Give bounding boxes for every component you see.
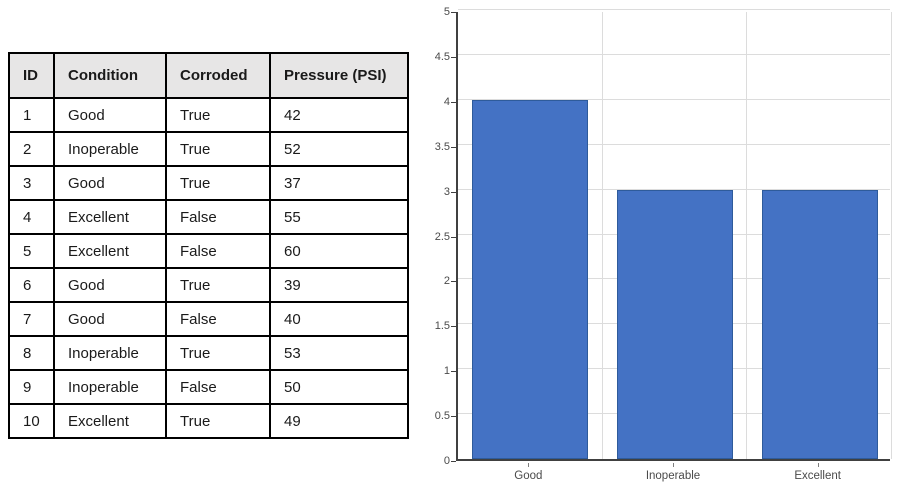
table-row: 9 Inoperable False 50 xyxy=(8,369,409,405)
table-cell: Excellent xyxy=(53,199,167,235)
table-cell: Good xyxy=(53,97,167,133)
table-cell: 42 xyxy=(269,97,409,133)
table-cell: 5 xyxy=(8,233,55,269)
table-cell: 8 xyxy=(8,335,55,371)
bar-good xyxy=(472,99,589,459)
table-cell: Inoperable xyxy=(53,131,167,167)
table-row: 2 Inoperable True 52 xyxy=(8,131,409,167)
table-cell: True xyxy=(165,267,271,303)
y-axis-tick-label: 1.5 xyxy=(434,320,450,333)
table-cell: 52 xyxy=(269,131,409,167)
table-row: 3 Good True 37 xyxy=(8,165,409,201)
y-axis-tick xyxy=(451,12,456,13)
table-header-row: ID Condition Corroded Pressure (PSI) xyxy=(8,52,409,99)
y-axis-tick xyxy=(451,146,456,148)
vertical-gridline xyxy=(746,12,748,459)
table-cell: 7 xyxy=(8,301,55,337)
y-axis-tick xyxy=(451,326,456,328)
table-cell: 37 xyxy=(269,165,409,201)
table-cell: True xyxy=(165,131,271,167)
table-cell: False xyxy=(165,233,271,269)
table-row: 4 Excellent False 55 xyxy=(8,199,409,235)
y-axis-tick xyxy=(451,281,456,283)
horizontal-gridline xyxy=(458,53,890,55)
x-axis-tick-label: Good xyxy=(514,470,543,482)
table-cell: 50 xyxy=(269,369,409,405)
table-cell: False xyxy=(165,369,271,405)
y-axis-tick-label: 0 xyxy=(443,455,450,467)
table-cell: Good xyxy=(53,165,167,201)
table-row: 5 Excellent False 60 xyxy=(8,233,409,269)
table-cell: 53 xyxy=(269,335,409,371)
chart-plot-area xyxy=(456,9,892,461)
y-axis-tick-label: 5 xyxy=(443,6,450,18)
table-cell: Good xyxy=(53,267,167,303)
table-cell: False xyxy=(165,199,271,235)
table-cell: 49 xyxy=(269,403,409,439)
table-row: 8 Inoperable True 53 xyxy=(8,335,409,371)
bar-inoperable xyxy=(617,189,733,459)
y-axis-tick-label: 0.5 xyxy=(434,410,450,423)
y-axis-tick-label: 2.5 xyxy=(434,230,450,243)
x-axis-tick-label: Inoperable xyxy=(645,470,701,482)
horizontal-gridline xyxy=(458,9,890,10)
table-cell: True xyxy=(165,97,271,133)
y-axis-tick-label: 4 xyxy=(443,95,450,108)
table-cell: 9 xyxy=(8,369,55,405)
table-header-cell: ID xyxy=(8,52,55,99)
table-cell: Inoperable xyxy=(53,335,167,371)
table-cell: Excellent xyxy=(53,403,167,439)
y-axis-tick xyxy=(451,56,456,58)
y-axis-tick xyxy=(451,416,456,418)
table-cell: True xyxy=(165,403,271,439)
y-axis-tick xyxy=(451,461,456,462)
table-cell: 6 xyxy=(8,267,55,303)
table-cell: 40 xyxy=(269,301,409,337)
y-axis-tick xyxy=(451,101,456,103)
table-cell: Inoperable xyxy=(53,369,167,405)
table-row: 1 Good True 42 xyxy=(8,97,409,133)
x-axis-tick xyxy=(528,463,530,467)
y-axis-tick-label: 1 xyxy=(443,365,450,378)
table-cell: 1 xyxy=(8,97,55,133)
vertical-gridline xyxy=(601,12,603,459)
horizontal-gridline xyxy=(458,98,890,100)
table-cell: Good xyxy=(53,301,167,337)
y-axis-tick-label: 2 xyxy=(443,275,450,288)
condition-count-bar-chart: 0 0.5 1 1.5 2 2.5 3 3.5 4 4.5 5 Good Inoperable Exce… xyxy=(424,0,904,487)
table-header-cell: Condition xyxy=(53,52,167,99)
y-axis-tick xyxy=(451,191,456,193)
table-cell: 3 xyxy=(8,165,55,201)
table-row: 6 Good True 39 xyxy=(8,267,409,303)
table-body: 1 Good True 42 2 Inoperable True 52 3 Good True 37 4… xyxy=(8,97,409,439)
x-axis-tick xyxy=(817,463,819,467)
table-cell: 4 xyxy=(8,199,55,235)
vertical-gridline xyxy=(891,12,892,459)
horizontal-gridline xyxy=(458,143,890,145)
table-cell: 2 xyxy=(8,131,55,167)
table-row: 10 Excellent True 49 xyxy=(8,403,409,439)
horizontal-gridline xyxy=(458,188,890,190)
table-cell: 39 xyxy=(269,267,409,303)
bar-excellent xyxy=(761,189,878,459)
table-cell: True xyxy=(165,165,271,201)
x-axis-tick xyxy=(673,463,674,467)
pipe-data-table: ID Condition Corroded Pressure (PSI) 1 Good T… xyxy=(8,52,409,439)
y-axis-tick-label: 4.5 xyxy=(434,50,450,63)
y-axis-tick-label: 3 xyxy=(443,185,450,198)
table-cell: True xyxy=(165,335,271,371)
y-axis-tick-label: 3.5 xyxy=(434,140,450,153)
table-header-cell: Pressure (PSI) xyxy=(269,52,409,99)
x-axis-tick-label: Excellent xyxy=(794,470,841,482)
table-header-cell: Corroded xyxy=(165,52,271,99)
y-axis-tick xyxy=(451,236,456,238)
table-cell: False xyxy=(165,301,271,337)
table-cell: 10 xyxy=(8,403,55,439)
table-row: 7 Good False 40 xyxy=(8,301,409,337)
table-cell: Excellent xyxy=(53,233,167,269)
table-cell: 60 xyxy=(269,233,409,269)
y-axis-tick xyxy=(451,371,456,373)
table-cell: 55 xyxy=(269,199,409,235)
